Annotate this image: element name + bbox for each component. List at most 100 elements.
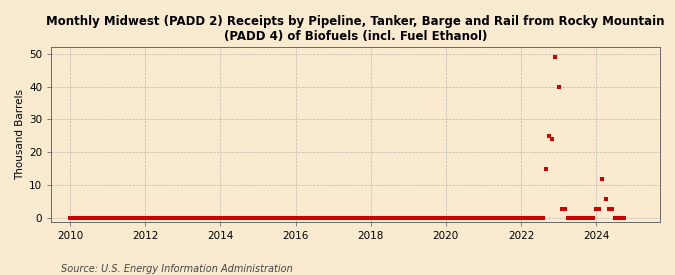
Point	[302, 216, 313, 221]
Point	[547, 137, 558, 141]
Point	[510, 216, 520, 221]
Point	[137, 216, 148, 221]
Point	[331, 216, 342, 221]
Point	[271, 216, 282, 221]
Point	[68, 216, 78, 221]
Point	[556, 206, 567, 211]
Point	[412, 216, 423, 221]
Point	[462, 216, 473, 221]
Point	[105, 216, 116, 221]
Point	[535, 216, 545, 221]
Point	[500, 216, 511, 221]
Point	[440, 216, 451, 221]
Point	[518, 216, 529, 221]
Y-axis label: Thousand Barrels: Thousand Barrels	[15, 89, 25, 180]
Point	[90, 216, 101, 221]
Point	[481, 216, 492, 221]
Point	[512, 216, 523, 221]
Point	[325, 216, 335, 221]
Point	[443, 216, 454, 221]
Point	[215, 216, 226, 221]
Point	[406, 216, 416, 221]
Point	[585, 216, 595, 221]
Point	[118, 216, 129, 221]
Point	[165, 216, 176, 221]
Point	[171, 216, 182, 221]
Point	[162, 216, 173, 221]
Point	[566, 216, 576, 221]
Point	[503, 216, 514, 221]
Point	[262, 216, 273, 221]
Point	[130, 216, 141, 221]
Point	[353, 216, 364, 221]
Point	[541, 167, 551, 171]
Point	[109, 216, 119, 221]
Point	[275, 216, 286, 221]
Point	[544, 134, 555, 138]
Title: Monthly Midwest (PADD 2) Receipts by Pipeline, Tanker, Barge and Rail from Rocky: Monthly Midwest (PADD 2) Receipts by Pip…	[47, 15, 665, 43]
Point	[478, 216, 489, 221]
Point	[569, 216, 580, 221]
Point	[168, 216, 179, 221]
Point	[472, 216, 483, 221]
Point	[381, 216, 392, 221]
Point	[562, 216, 573, 221]
Point	[594, 206, 605, 211]
Point	[597, 177, 608, 181]
Point	[290, 216, 301, 221]
Point	[397, 216, 408, 221]
Point	[212, 216, 223, 221]
Point	[453, 216, 464, 221]
Point	[193, 216, 204, 221]
Point	[240, 216, 251, 221]
Point	[268, 216, 279, 221]
Point	[606, 206, 617, 211]
Point	[309, 216, 320, 221]
Point	[578, 216, 589, 221]
Point	[365, 216, 376, 221]
Point	[300, 216, 310, 221]
Point	[447, 216, 458, 221]
Point	[190, 216, 200, 221]
Point	[394, 216, 404, 221]
Point	[306, 216, 317, 221]
Point	[371, 216, 382, 221]
Point	[71, 216, 82, 221]
Point	[493, 216, 504, 221]
Point	[296, 216, 307, 221]
Text: Source: U.S. Energy Information Administration: Source: U.S. Energy Information Administ…	[61, 264, 292, 274]
Point	[221, 216, 232, 221]
Point	[312, 216, 323, 221]
Point	[468, 216, 479, 221]
Point	[103, 216, 113, 221]
Point	[491, 216, 502, 221]
Point	[356, 216, 367, 221]
Point	[531, 216, 542, 221]
Point	[155, 216, 166, 221]
Point	[80, 216, 91, 221]
Point	[209, 216, 219, 221]
Point	[143, 216, 154, 221]
Point	[237, 216, 248, 221]
Point	[516, 216, 526, 221]
Point	[159, 216, 169, 221]
Point	[134, 216, 144, 221]
Point	[466, 216, 477, 221]
Point	[613, 216, 624, 221]
Point	[434, 216, 445, 221]
Point	[124, 216, 135, 221]
Point	[84, 216, 95, 221]
Point	[619, 216, 630, 221]
Point	[180, 216, 191, 221]
Point	[378, 216, 389, 221]
Point	[344, 216, 354, 221]
Point	[153, 216, 163, 221]
Point	[96, 216, 107, 221]
Point	[115, 216, 126, 221]
Point	[415, 216, 426, 221]
Point	[522, 216, 533, 221]
Point	[450, 216, 460, 221]
Point	[359, 216, 370, 221]
Point	[196, 216, 207, 221]
Point	[259, 216, 269, 221]
